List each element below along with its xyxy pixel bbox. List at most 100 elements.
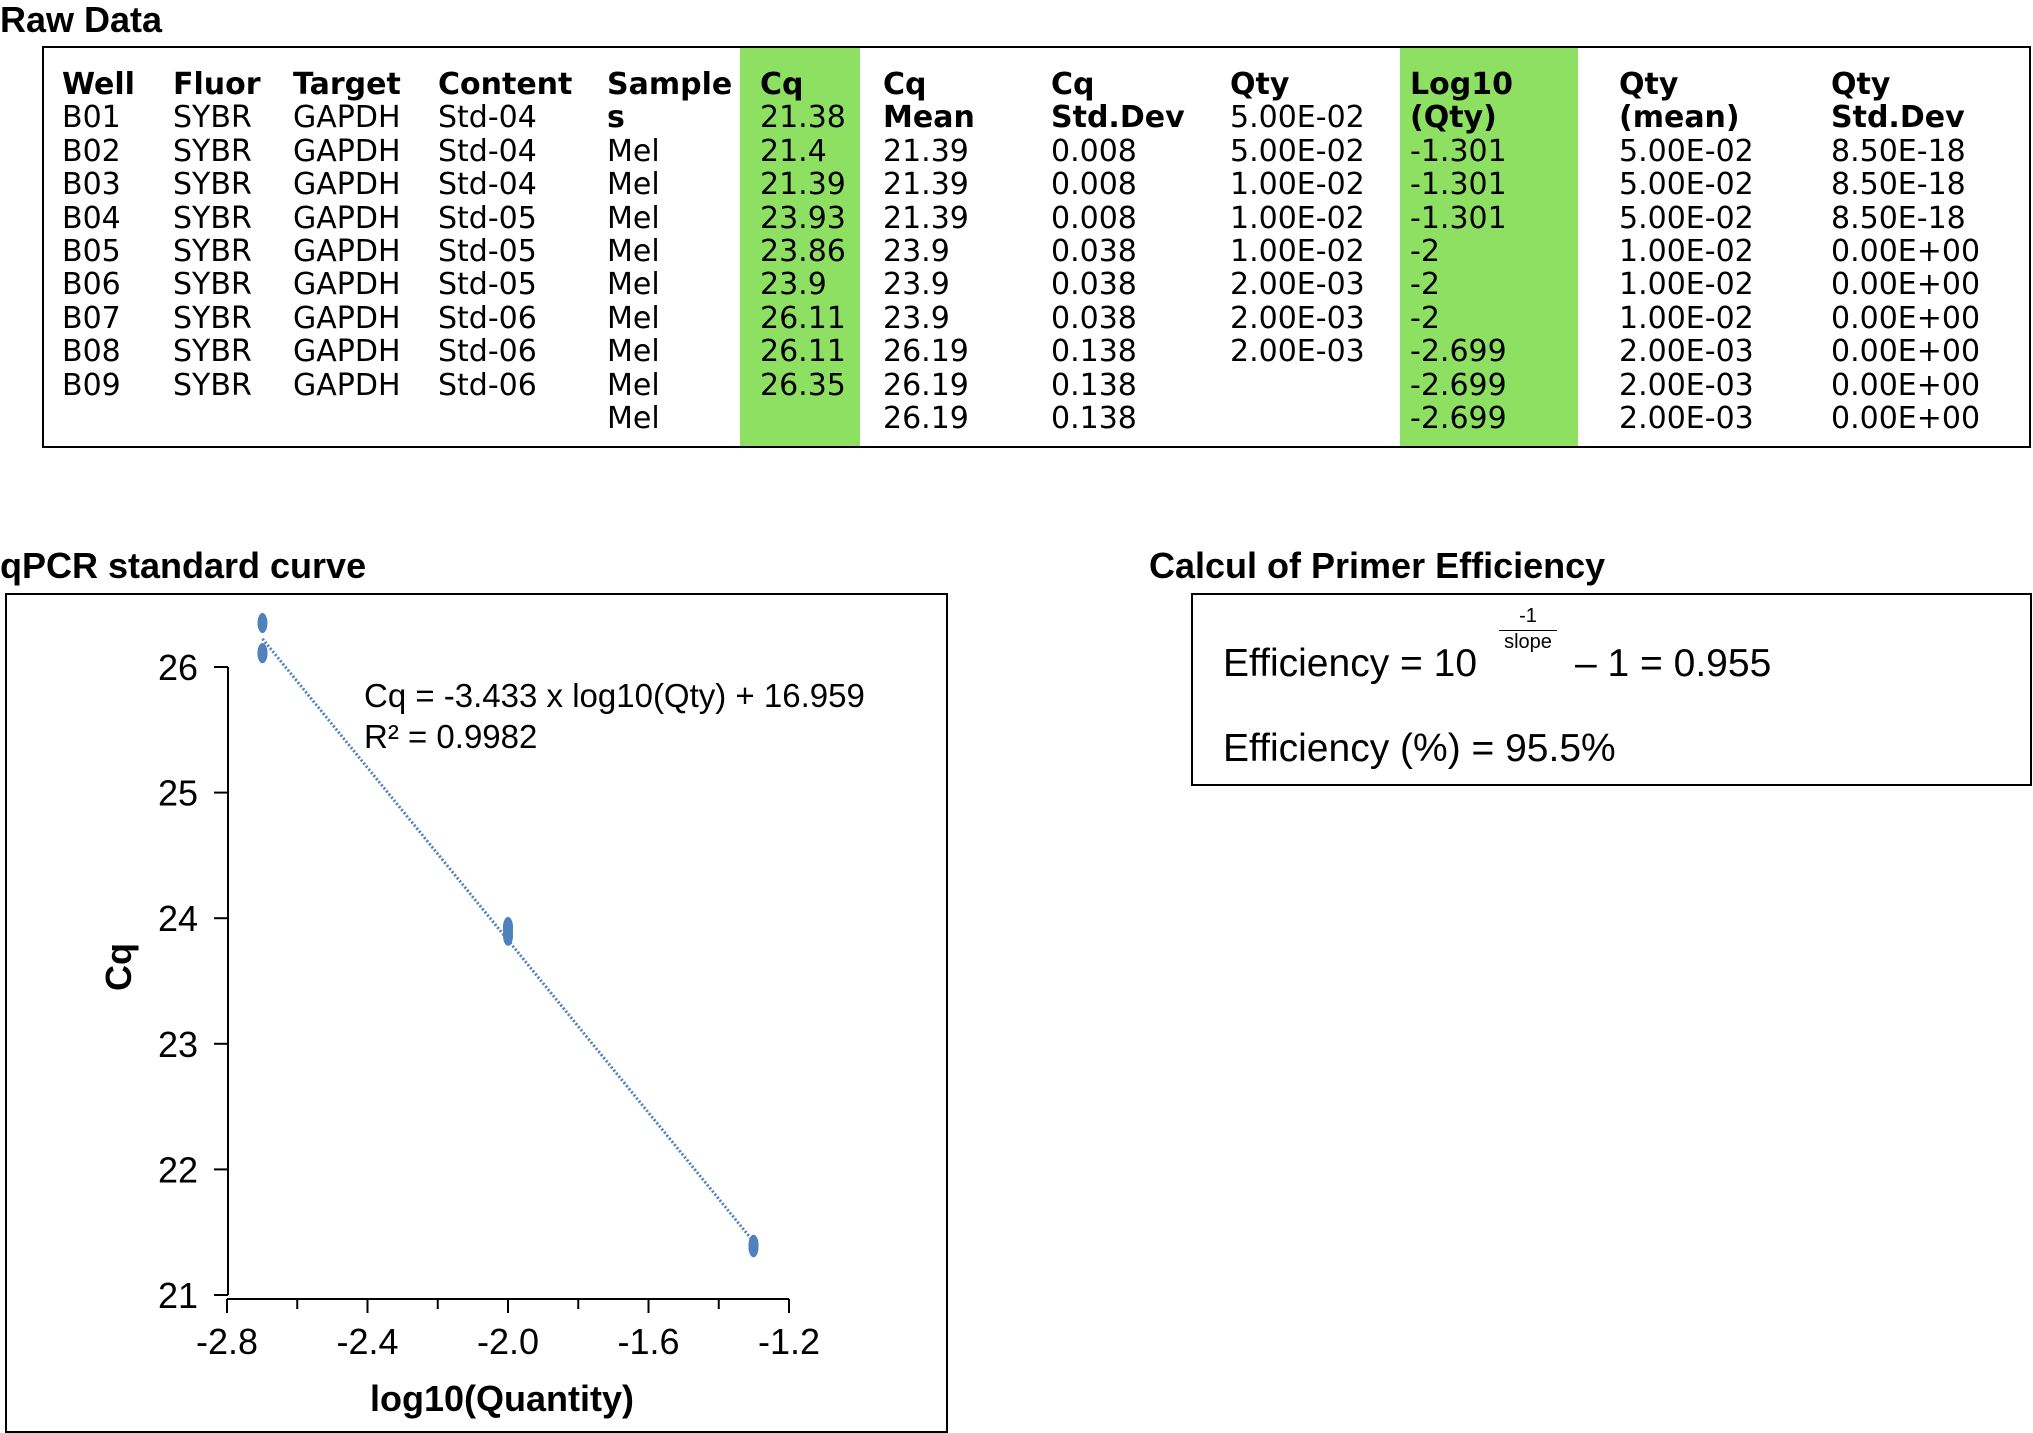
table-cell-sample: Mel	[607, 401, 660, 436]
exponent-denominator: slope	[1504, 631, 1552, 653]
table-cell-fluor: SYBR	[173, 267, 252, 303]
table-cell-fluor: SYBR	[173, 367, 252, 403]
table-cell-target: GAPDH	[293, 200, 401, 236]
table-cell-content: Std-04	[438, 133, 537, 169]
table-cell-fluor: SYBR	[173, 133, 252, 169]
table-cell-cq-sd: 0.008	[1051, 167, 1137, 203]
table-cell-content: Std-06	[438, 334, 537, 370]
table-cell-well: B01	[62, 100, 121, 136]
column-header-qty-mean: Qty	[1619, 67, 1679, 102]
table-cell-qty: 1.00E-02	[1230, 200, 1365, 236]
efficiency-title: Calcul of Primer Efficiency	[1149, 545, 1606, 586]
y-tick-label: 25	[158, 773, 198, 814]
highlight-column-cq	[740, 48, 860, 446]
table-cell-cq: 23.86	[760, 234, 846, 269]
table-cell-content: Std-04	[438, 100, 537, 136]
data-point	[503, 920, 513, 941]
r-squared-label: R² = 0.9982	[364, 718, 537, 755]
column-header-log10-qty: Log10	[1410, 67, 1513, 102]
table-cell-qty-mean: 1.00E-02	[1619, 300, 1754, 336]
table-cell-qty-mean: 5.00E-02	[1619, 167, 1754, 203]
x-tick-label: -2.8	[196, 1321, 258, 1362]
table-cell-well: B02	[62, 133, 121, 169]
table-cell-target: GAPDH	[293, 100, 401, 136]
table-cell-sample: Mel	[607, 167, 660, 203]
raw-data-table: Well B01 B02 B03 B04 B05 B06 B07 B08 B09 Fluor SYBR…	[42, 46, 2031, 448]
table-cell-qty: 1.00E-02	[1230, 234, 1365, 269]
table-cell-qty-sd: 8.50E-18	[1831, 200, 1966, 236]
column-header-cq-sd: Std.Dev	[1051, 100, 1185, 136]
x-axis-title: log10(Quantity)	[370, 1378, 634, 1419]
table-cell-content: Std-06	[438, 367, 537, 403]
table-cell-log10-qty: -2.699	[1410, 367, 1507, 403]
efficiency-percent: Efficiency (%) = 95.5%	[1223, 727, 1616, 770]
column-header-cq-mean: Cq	[883, 67, 927, 102]
table-cell-qty-mean: 1.00E-02	[1619, 267, 1754, 303]
table-cell-qty: 2.00E-03	[1230, 267, 1365, 303]
table-cell-cq-sd: 0.138	[1051, 334, 1137, 370]
table-cell-sample: Mel	[607, 234, 660, 269]
table-cell-cq-mean: 26.19	[883, 334, 969, 370]
column-header-cq: Cq	[760, 67, 804, 102]
table-cell-content: Std-04	[438, 167, 537, 203]
column-header-fluor: Fluor	[173, 67, 261, 102]
table-cell-qty-mean: 5.00E-02	[1619, 200, 1754, 236]
column-header-log10-qty: (Qty)	[1410, 100, 1497, 136]
table-cell-qty-mean: 5.00E-02	[1619, 133, 1754, 169]
table-cell-target: GAPDH	[293, 267, 401, 303]
column-header-sample: Sample	[607, 67, 733, 102]
y-tick-label: 24	[158, 898, 198, 939]
table-cell-qty: 1.00E-02	[1230, 167, 1365, 203]
table-cell-cq: 21.39	[760, 167, 846, 203]
exponent-fraction-bar	[1499, 630, 1557, 631]
efficiency-box: Efficiency = 10 -1 slope – 1 = 0.955 Eff…	[1191, 593, 2032, 786]
table-cell-fluor: SYBR	[173, 234, 252, 269]
table-cell-log10-qty: -2	[1410, 267, 1440, 303]
table-cell-cq-sd: 0.138	[1051, 367, 1137, 403]
table-cell-log10-qty: -2	[1410, 234, 1440, 269]
data-point	[748, 1236, 759, 1257]
table-cell-qty-sd: 0.00E+00	[1831, 300, 1981, 336]
exponent-numerator: -1	[1519, 605, 1537, 627]
x-tick-label: -1.2	[758, 1321, 820, 1362]
chart-canvas: -2.8 -2.4 -2.0 -1.6 -1.2 21 22 23 24 25 26 log10(Qu…	[98, 613, 865, 1419]
table-cell-target: GAPDH	[293, 367, 401, 403]
y-tick-label: 26	[158, 647, 198, 688]
table-cell-log10-qty: -1.301	[1410, 133, 1507, 169]
table-cell-cq-mean: 23.9	[883, 234, 950, 269]
raw-data-title: Raw Data	[0, 0, 163, 40]
efficiency-formula-result: – 1 = 0.955	[1575, 642, 1772, 685]
table-cell-log10-qty: -1.301	[1410, 200, 1507, 236]
table-cell-cq-sd: 0.038	[1051, 300, 1137, 336]
table-cell-well: B07	[62, 300, 121, 336]
table-cell-sample: Mel	[607, 300, 660, 336]
table-cell-cq: 26.11	[760, 300, 846, 336]
table-cell-cq-mean: 21.39	[883, 200, 969, 236]
y-tick-label: 22	[158, 1149, 198, 1190]
table-cell-cq-sd: 0.038	[1051, 234, 1137, 269]
column-header-qty: Qty	[1230, 67, 1290, 102]
table-cell-target: GAPDH	[293, 133, 401, 169]
column-header-well: Well	[62, 67, 135, 102]
table-cell-cq-mean: 26.19	[883, 367, 969, 403]
table-cell-qty-sd: 8.50E-18	[1831, 133, 1966, 169]
table-cell-qty: 5.00E-02	[1230, 133, 1365, 169]
table-cell-target: GAPDH	[293, 300, 401, 336]
table-cell-sample: Mel	[607, 200, 660, 236]
table-cell-well: B09	[62, 367, 121, 403]
table-cell-well: B08	[62, 334, 121, 370]
table-cell-qty-sd: 0.00E+00	[1831, 334, 1981, 370]
table-cell-qty-sd: 0.00E+00	[1831, 234, 1981, 269]
table-cell-cq-mean: 21.39	[883, 167, 969, 203]
highlight-column-log10-qty	[1400, 48, 1578, 446]
table-cell-cq-sd: 0.008	[1051, 200, 1137, 236]
table-cell-content: Std-06	[438, 300, 537, 336]
table-cell-content: Std-05	[438, 234, 537, 269]
table-cell-target: GAPDH	[293, 167, 401, 203]
x-tick-label: -1.6	[617, 1321, 679, 1362]
table-cell-qty-sd: 8.50E-18	[1831, 167, 1966, 203]
y-tick-label: 23	[158, 1024, 198, 1065]
table-cell-sample: Mel	[607, 334, 660, 370]
table-cell-cq: 21.38	[760, 100, 846, 136]
trendline-equation: Cq = -3.433 x log10(Qty) + 16.959	[364, 677, 865, 714]
